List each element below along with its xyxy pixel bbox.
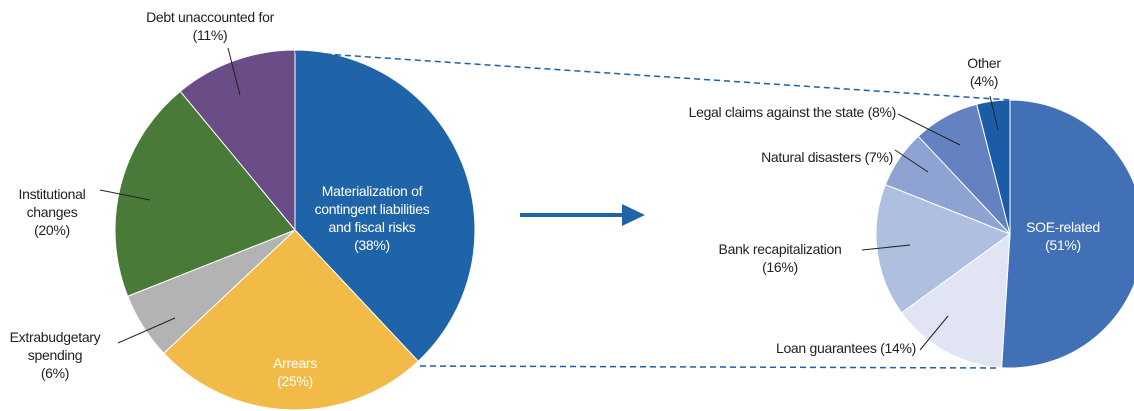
slice-label: Legal claims against the state (8%): [688, 103, 897, 121]
category-name: SOE-related: [1026, 219, 1100, 235]
value-label: (14%): [880, 340, 916, 356]
pie-slice: [179, 49, 296, 232]
slice-label: Arrears (25%): [235, 354, 355, 390]
category-name: Institutional changes: [18, 186, 86, 220]
category-name: Other: [967, 55, 1001, 71]
arrow-head: [622, 204, 645, 226]
category-name: Extrabudgetary spending: [9, 329, 101, 363]
leader-line: [117, 317, 176, 344]
value-label: (16%): [762, 259, 798, 275]
category-name: Loan guarantees: [775, 340, 877, 356]
slice-label: Institutional changes (20%): [2, 185, 102, 239]
category-name: Debt unaccounted for: [146, 9, 274, 25]
category-name: Legal claims against the state: [688, 104, 865, 120]
category-name: Arrears: [273, 355, 317, 371]
pie-slice: [976, 99, 1011, 235]
value-label: (51%): [1045, 237, 1081, 253]
slice-label: SOE-related (51%): [1008, 218, 1118, 254]
value-label: (25%): [277, 373, 313, 389]
leader-line: [861, 244, 911, 251]
value-label: (20%): [34, 222, 70, 238]
category-name: Bank recapitalization: [718, 241, 842, 257]
leader-line: [919, 315, 949, 351]
slice-label: Materialization of contingent liabilitie…: [302, 182, 442, 254]
slice-label: Natural disasters (7%): [761, 148, 893, 166]
slice-label: Loan guarantees (14%): [776, 339, 916, 357]
slice-label: Extrabudgetary spending (6%): [0, 328, 110, 382]
leader-line: [894, 149, 929, 173]
leader-lines: [99, 47, 999, 351]
pie-slice: [294, 49, 476, 362]
leader-line: [989, 95, 999, 131]
pie-slice: [900, 232, 1011, 369]
pie-slice: [163, 229, 419, 411]
value-label: (7%): [864, 149, 894, 165]
slices: [114, 49, 1134, 411]
value-label: (38%): [354, 237, 390, 253]
slice-label: Other (4%): [944, 54, 1024, 90]
leader-line: [897, 113, 961, 146]
value-label: (8%): [867, 104, 897, 120]
category-name: Natural disasters: [761, 149, 862, 165]
connector-bottom: [419, 365, 1001, 369]
category-name: Materialization of contingent liabilitie…: [314, 183, 430, 235]
value-label: (4%): [969, 73, 999, 89]
slice-label: Debt unaccounted for (11%): [100, 8, 320, 44]
leader-line: [227, 47, 241, 96]
value-label: (6%): [40, 365, 70, 381]
leader-line: [99, 189, 151, 201]
slice-label: Bank recapitalization (16%): [680, 240, 880, 276]
pie-slice: [114, 90, 296, 297]
arrow: [520, 204, 645, 226]
connector-lines: [294, 51, 1011, 369]
pie-slice: [875, 184, 1012, 314]
value-label: (11%): [192, 27, 228, 43]
pie-slice: [1001, 99, 1134, 369]
